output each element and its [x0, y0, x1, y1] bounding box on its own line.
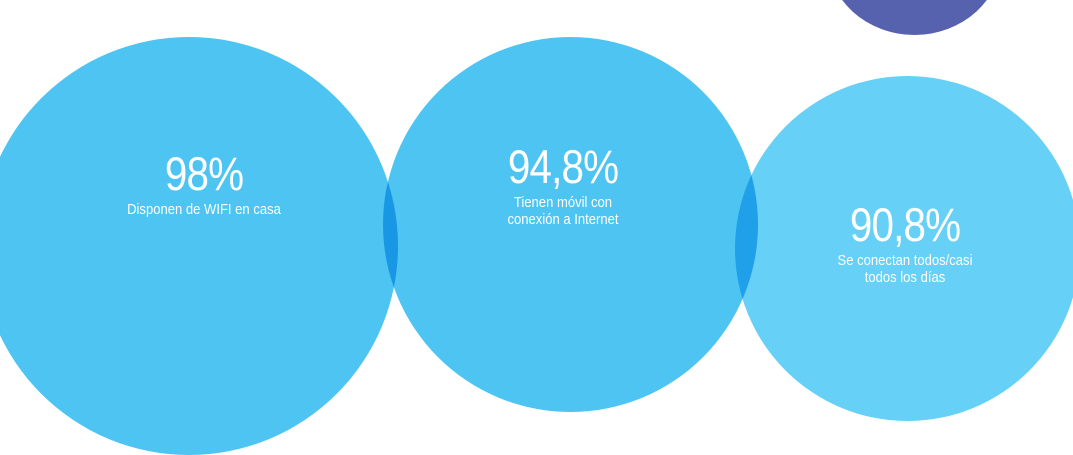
stat-daily-label-line1: Se conectan todos/casi: [837, 253, 973, 269]
stat-daily-value: 90,8%: [849, 198, 961, 251]
stat-mobile-label-line2: conexión a Internet: [507, 212, 619, 228]
stat-bubble-daily: [735, 76, 1073, 421]
stat-mobile-value: 94,8%: [507, 140, 619, 193]
stat-bubble-mobile: [383, 37, 758, 412]
stat-daily-label: Se conectan todos/casi todos los días: [806, 253, 1004, 287]
stat-daily: 90,8% Se conectan todos/casi todos los d…: [795, 201, 1015, 287]
stat-daily-label-line2: todos los días: [864, 270, 946, 286]
stat-wifi: 98% Disponen de WIFI en casa: [64, 150, 344, 219]
stat-mobile-label-line1: Tienen móvil con: [513, 195, 613, 211]
stat-wifi-label: Disponen de WIFI en casa: [127, 202, 281, 218]
stat-mobile: 94,8% Tienen móvil con conexión a Intern…: [453, 143, 673, 229]
decorative-bubble-purple: [827, 0, 1002, 35]
stat-bubble-wifi: [0, 37, 398, 455]
stat-wifi-value: 98%: [164, 147, 244, 200]
stat-mobile-label: Tienen móvil con conexión a Internet: [464, 195, 662, 229]
